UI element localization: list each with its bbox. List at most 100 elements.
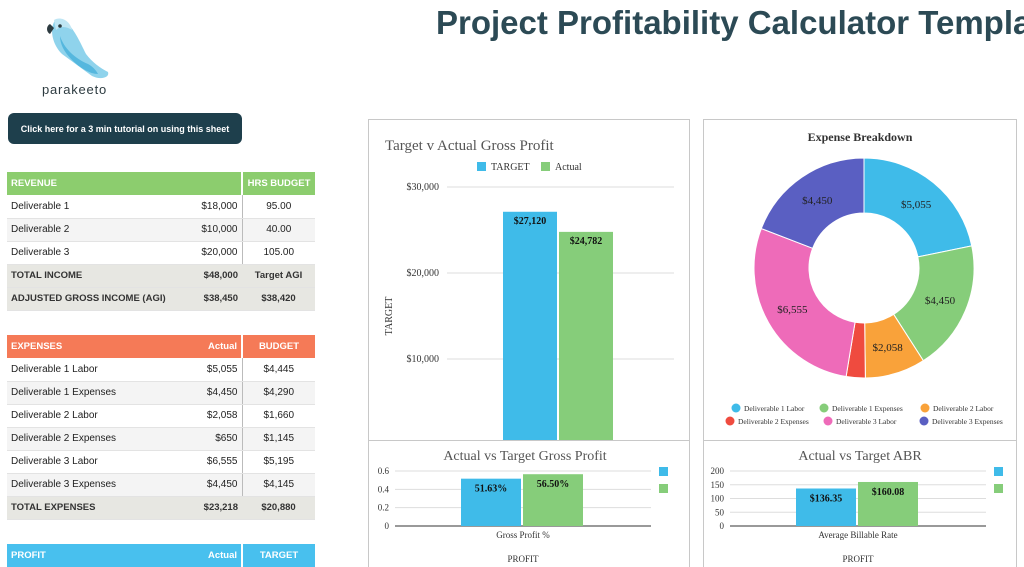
row-actual[interactable]: $4,450 <box>178 381 243 405</box>
table-row[interactable]: Deliverable 1 $18,000 95.00 <box>7 195 315 219</box>
row-label[interactable]: Deliverable 2 Labor <box>7 404 178 428</box>
total-expenses-row[interactable]: TOTAL EXPENSES $23,218 $20,880 <box>7 496 315 520</box>
row-label[interactable]: Deliverable 2 Expenses <box>7 427 178 451</box>
table-row[interactable]: Deliverable 2 Labor $2,058 $1,660 <box>7 404 315 428</box>
row-hrs[interactable]: 40.00 <box>242 218 315 242</box>
slice-label: $6,555 <box>777 304 808 316</box>
row-label[interactable]: Deliverable 2 <box>7 218 178 242</box>
bar <box>461 478 521 526</box>
legend-label: Deliverable 3 Expenses <box>932 417 1003 426</box>
total-expenses-label: TOTAL EXPENSES <box>7 496 178 520</box>
row-amount[interactable]: $10,000 <box>178 218 243 242</box>
profit-header-row: PROFIT Actual TARGET <box>7 544 315 567</box>
table-row[interactable]: Deliverable 2 $10,000 40.00 <box>7 218 315 242</box>
chart-title: Expense Breakdown <box>808 130 913 144</box>
slice-label: $5,055 <box>901 199 932 211</box>
row-budget[interactable]: $1,660 <box>242 404 315 428</box>
parakeeto-logo-icon <box>47 18 109 79</box>
legend-label: Actual <box>555 162 582 173</box>
table-row[interactable]: Deliverable 3 Expenses $4,450 $4,145 <box>7 473 315 497</box>
row-actual[interactable]: $2,058 <box>178 404 243 428</box>
table-row[interactable]: Deliverable 3 Labor $6,555 $5,195 <box>7 450 315 474</box>
row-budget[interactable]: $4,145 <box>242 473 315 497</box>
bar <box>503 211 557 445</box>
agi-label: ADJUSTED GROSS INCOME (AGI) <box>7 287 178 311</box>
donut-slice <box>863 157 973 258</box>
x-axis-label: PROFIT <box>842 554 874 564</box>
legend-swatch <box>919 416 929 426</box>
tutorial-button[interactable]: Click here for a 3 min tutorial on using… <box>8 113 242 144</box>
slice-label: $2,058 <box>873 342 904 354</box>
revenue-header-row: REVENUE HRS BUDGET <box>7 172 315 195</box>
row-label[interactable]: Deliverable 3 Labor <box>7 450 178 474</box>
table-row[interactable]: Deliverable 3 $20,000 105.00 <box>7 241 315 265</box>
expenses-header: EXPENSES <box>7 335 178 358</box>
y-tick-label: 0.4 <box>378 484 390 494</box>
row-actual[interactable]: $4,450 <box>178 473 243 497</box>
data-label: $24,782 <box>570 236 603 247</box>
total-income-value[interactable]: $48,000 <box>178 264 242 288</box>
legend-label: TARGET <box>491 162 530 173</box>
legend-swatch <box>920 403 930 413</box>
revenue-table: REVENUE HRS BUDGET Deliverable 1 $18,000… <box>7 172 315 311</box>
row-label[interactable]: Deliverable 3 Expenses <box>7 473 178 497</box>
row-amount[interactable]: $20,000 <box>178 241 243 265</box>
chart-title: Actual vs Target Gross Profit <box>443 449 606 464</box>
legend-label: Deliverable 3 Labor <box>836 417 897 426</box>
abr-chart: Actual vs Target ABR 200 150 100 50 0 $136.35 $… <box>711 449 1003 564</box>
bar <box>858 481 918 526</box>
legend-swatch <box>725 416 735 426</box>
row-label[interactable]: Deliverable 3 <box>7 241 178 265</box>
profit-target-header: TARGET <box>242 544 315 567</box>
y-tick-label: 0.6 <box>378 466 390 476</box>
donut-slice <box>892 245 975 362</box>
data-label: $160.08 <box>872 487 905 498</box>
y-tick-label: $20,000 <box>407 268 440 279</box>
y-tick-label: 0.2 <box>378 503 389 513</box>
profit-header: PROFIT <box>7 544 178 567</box>
target-agi-label: Target AGI <box>242 264 315 288</box>
profit-table: PROFIT Actual TARGET <box>7 544 315 567</box>
legend-swatch <box>823 416 833 426</box>
y-tick-label: 150 <box>711 480 725 490</box>
agi-actual[interactable]: $38,450 <box>178 287 242 311</box>
bar <box>523 474 583 526</box>
row-hrs[interactable]: 95.00 <box>242 195 315 219</box>
row-budget[interactable]: $4,445 <box>242 358 315 382</box>
brand-name: parakeeto <box>42 82 108 97</box>
row-label[interactable]: Deliverable 1 Expenses <box>7 381 178 405</box>
row-amount[interactable]: $18,000 <box>178 195 243 219</box>
bar <box>796 488 856 526</box>
legend-swatch <box>541 162 550 171</box>
row-actual[interactable]: $5,055 <box>178 358 243 382</box>
row-label[interactable]: Deliverable 1 <box>7 195 178 219</box>
legend-swatch <box>659 467 668 476</box>
y-tick-label: 0 <box>385 521 390 531</box>
row-budget[interactable]: $5,195 <box>242 450 315 474</box>
legend-label: Deliverable 1 Labor <box>744 404 805 413</box>
y-tick-label: $30,000 <box>407 182 440 193</box>
legend-swatch <box>819 403 829 413</box>
x-tick-label: Gross Profit % <box>496 530 550 540</box>
expenses-header-row: EXPENSES Actual BUDGET <box>7 335 315 358</box>
table-row[interactable]: Deliverable 2 Expenses $650 $1,145 <box>7 427 315 451</box>
total-income-row[interactable]: TOTAL INCOME $48,000 Target AGI <box>7 264 315 288</box>
row-label[interactable]: Deliverable 1 Labor <box>7 358 178 382</box>
row-actual[interactable]: $650 <box>178 427 243 451</box>
expense-breakdown-panel: Expense Breakdown $5,055 $4,450 $2,058 $6,55… <box>703 119 1017 441</box>
table-row[interactable]: Deliverable 1 Labor $5,055 $4,445 <box>7 358 315 382</box>
total-income-label: TOTAL INCOME <box>7 264 178 288</box>
total-expenses-actual[interactable]: $23,218 <box>178 496 242 520</box>
row-actual[interactable]: $6,555 <box>178 450 243 474</box>
y-tick-label: 50 <box>715 507 725 517</box>
row-hrs[interactable]: 105.00 <box>242 241 315 265</box>
row-budget[interactable]: $4,290 <box>242 381 315 405</box>
expenses-actual-header: Actual <box>178 335 243 358</box>
total-expenses-budget[interactable]: $20,880 <box>242 496 315 520</box>
chart-title: Actual vs Target ABR <box>798 449 922 464</box>
table-row[interactable]: Deliverable 1 Expenses $4,450 $4,290 <box>7 381 315 405</box>
agi-row[interactable]: ADJUSTED GROSS INCOME (AGI) $38,450 $38,… <box>7 287 315 311</box>
legend-swatch <box>659 484 668 493</box>
row-budget[interactable]: $1,145 <box>242 427 315 451</box>
agi-target[interactable]: $38,420 <box>242 287 315 311</box>
